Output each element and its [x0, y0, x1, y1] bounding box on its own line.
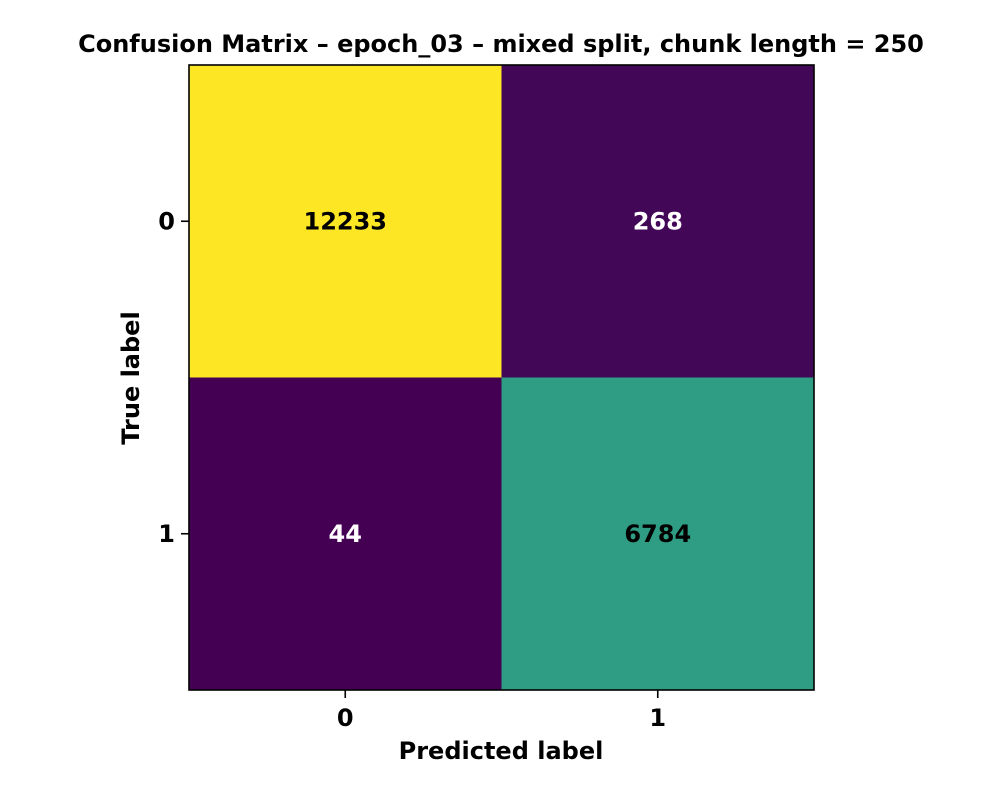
y-tick-label-0: 0 — [158, 207, 175, 235]
heatmap-cell-1-0 — [189, 377, 502, 690]
cell-value-label-1-1: 6784 — [624, 520, 691, 548]
cell-value-label-1-0: 44 — [329, 520, 362, 548]
heatmap-cells — [189, 65, 814, 690]
heatmap-cell-1-1 — [501, 377, 814, 690]
chart-title: Confusion Matrix – epoch_03 – mixed spli… — [78, 30, 924, 58]
y-axis-ticks: 01 — [158, 207, 189, 548]
cell-value-label-0-1: 268 — [633, 207, 683, 235]
y-axis-label: True label — [117, 311, 145, 444]
x-axis-label: Predicted label — [399, 737, 604, 765]
plot-frame — [188, 64, 815, 691]
y-tick-label-1: 1 — [158, 520, 175, 548]
heatmap-cell-0-1 — [501, 65, 814, 378]
cell-value-labels: 12233 268 44 6784 — [304, 207, 692, 548]
heatmap-cell-0-0 — [189, 65, 502, 378]
cell-value-label-0-0: 12233 — [304, 207, 388, 235]
x-tick-label-1: 1 — [649, 704, 666, 732]
x-tick-label-0: 0 — [337, 704, 354, 732]
